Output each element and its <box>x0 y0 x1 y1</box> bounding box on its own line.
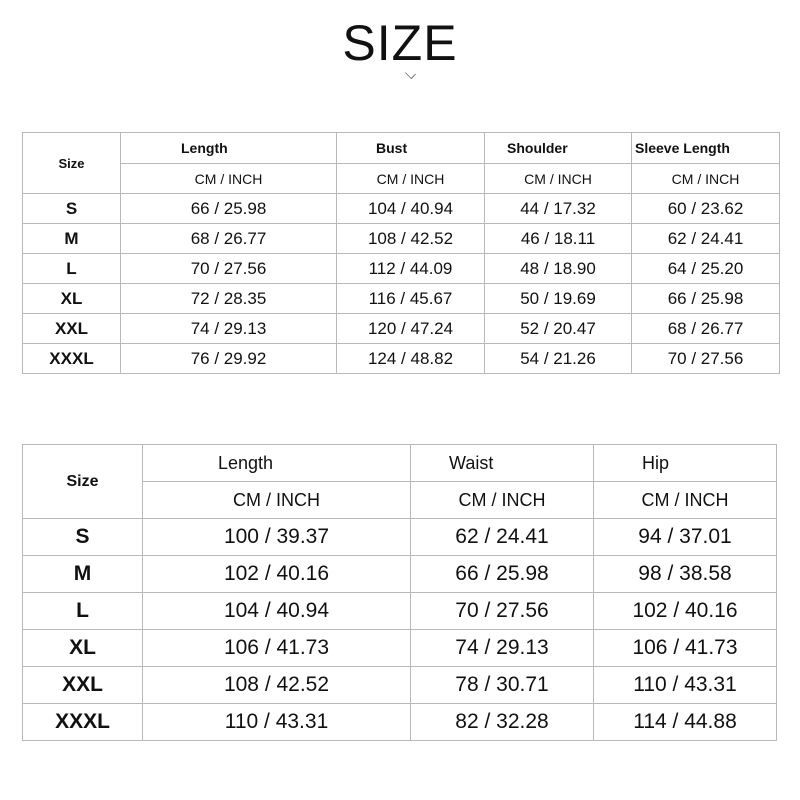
measurement-cell: 104 / 40.94 <box>336 193 485 224</box>
measurement-cell: 60 / 23.62 <box>631 193 780 224</box>
size-cell: L <box>22 592 143 630</box>
measurement-cell: 94 / 37.01 <box>593 518 777 556</box>
unit-label: CM / INCH <box>631 163 780 194</box>
measurement-cell: 106 / 41.73 <box>142 629 411 667</box>
unit-label: CM / INCH <box>410 481 594 519</box>
unit-label: CM / INCH <box>142 481 411 519</box>
table-row: XL 106 / 41.73 74 / 29.13 106 / 41.73 <box>22 629 777 667</box>
measurement-cell: 70 / 27.56 <box>120 253 337 284</box>
measurement-cell: 70 / 27.56 <box>410 592 594 630</box>
measurement-cell: 106 / 41.73 <box>593 629 777 667</box>
unit-label: CM / INCH <box>336 163 485 194</box>
column-header-bust: Bust <box>336 132 485 164</box>
size-cell: L <box>22 253 121 284</box>
measurement-cell: 66 / 25.98 <box>631 283 780 314</box>
measurement-cell: 100 / 39.37 <box>142 518 411 556</box>
measurement-cell: 76 / 29.92 <box>120 343 337 374</box>
measurement-cell: 44 / 17.32 <box>484 193 632 224</box>
measurement-cell: 74 / 29.13 <box>410 629 594 667</box>
unit-row: CM / INCH CM / INCH CM / INCH CM / INCH <box>23 163 780 194</box>
measurement-cell: 64 / 25.20 <box>631 253 780 284</box>
measurement-cell: 114 / 44.88 <box>593 703 777 741</box>
measurement-cell: 48 / 18.90 <box>484 253 632 284</box>
size-cell: XL <box>22 283 121 314</box>
measurement-cell: 110 / 43.31 <box>593 666 777 704</box>
table-row: XXL 108 / 42.52 78 / 30.71 110 / 43.31 <box>22 666 777 704</box>
page-title: SIZE <box>342 15 458 71</box>
size-header: Size <box>22 444 143 519</box>
size-cell: M <box>22 555 143 593</box>
size-cell: M <box>22 223 121 254</box>
measurement-cell: 110 / 43.31 <box>142 703 411 741</box>
column-header-length: Length <box>120 132 337 164</box>
measurement-cell: 50 / 19.69 <box>484 283 632 314</box>
measurement-cell: 78 / 30.71 <box>410 666 594 704</box>
measurement-cell: 54 / 21.26 <box>484 343 632 374</box>
size-cell: S <box>22 518 143 556</box>
unit-label: CM / INCH <box>593 481 777 519</box>
table-row: S 66 / 25.98 104 / 40.94 44 / 17.32 60 / 23.… <box>22 193 780 224</box>
table-row: XXL 74 / 29.13 120 / 47.24 52 / 20.47 68 / 2… <box>22 313 780 344</box>
measurement-cell: 74 / 29.13 <box>120 313 337 344</box>
measurement-cell: 68 / 26.77 <box>120 223 337 254</box>
table-row: XXXL 76 / 29.92 124 / 48.82 54 / 21.26 70 / … <box>22 343 780 374</box>
size-cell: S <box>22 193 121 224</box>
measurement-cell: 66 / 25.98 <box>120 193 337 224</box>
table-row: XL 72 / 28.35 116 / 45.67 50 / 19.69 66 / 25… <box>22 283 780 314</box>
size-cell: XXL <box>22 666 143 704</box>
table-row: XXXL 110 / 43.31 82 / 32.28 114 / 44.88 <box>22 703 777 741</box>
size-cell: XL <box>22 629 143 667</box>
bottom-size-table: Size Length Waist Hip CM / INCH CM / INC… <box>22 444 777 741</box>
measurement-cell: 98 / 38.58 <box>593 555 777 593</box>
measurement-cell: 82 / 32.28 <box>410 703 594 741</box>
measurement-cell: 108 / 42.52 <box>336 223 485 254</box>
measurement-cell: 52 / 20.47 <box>484 313 632 344</box>
measurement-cell: 62 / 24.41 <box>631 223 780 254</box>
header-row: Size Length Bust Shoulder Sleeve Length <box>22 132 780 194</box>
measurement-cell: 70 / 27.56 <box>631 343 780 374</box>
column-header-sleeve-length: Sleeve Length <box>631 132 780 164</box>
top-size-table: Size Length Bust Shoulder Sleeve Length … <box>22 132 780 374</box>
column-header-waist: Waist <box>410 444 594 482</box>
unit-label: CM / INCH <box>484 163 632 194</box>
column-header-length: Length <box>142 444 411 482</box>
table-row: M 68 / 26.77 108 / 42.52 46 / 18.11 62 / 24.… <box>22 223 780 254</box>
table-row: M 102 / 40.16 66 / 25.98 98 / 38.58 <box>22 555 777 593</box>
measurement-cell: 46 / 18.11 <box>484 223 632 254</box>
measurement-cell: 102 / 40.16 <box>142 555 411 593</box>
unit-row: CM / INCH CM / INCH CM / INCH <box>23 481 777 519</box>
measurement-cell: 104 / 40.94 <box>142 592 411 630</box>
header-row: Size Length Waist Hip <box>22 444 777 519</box>
measurement-cell: 72 / 28.35 <box>120 283 337 314</box>
table-row: L 70 / 27.56 112 / 44.09 48 / 18.90 64 / 25.… <box>22 253 780 284</box>
table-row: L 104 / 40.94 70 / 27.56 102 / 40.16 <box>22 592 777 630</box>
column-header-hip: Hip <box>593 444 777 482</box>
size-cell: XXXL <box>22 343 121 374</box>
column-header-shoulder: Shoulder <box>484 132 632 164</box>
measurement-cell: 120 / 47.24 <box>336 313 485 344</box>
measurement-cell: 108 / 42.52 <box>142 666 411 704</box>
measurement-cell: 68 / 26.77 <box>631 313 780 344</box>
table-row: S 100 / 39.37 62 / 24.41 94 / 37.01 <box>22 518 777 556</box>
measurement-cell: 116 / 45.67 <box>336 283 485 314</box>
size-cell: XXXL <box>22 703 143 741</box>
unit-label: CM / INCH <box>120 163 337 194</box>
size-cell: XXL <box>22 313 121 344</box>
measurement-cell: 102 / 40.16 <box>593 592 777 630</box>
measurement-cell: 62 / 24.41 <box>410 518 594 556</box>
measurement-cell: 66 / 25.98 <box>410 555 594 593</box>
measurement-cell: 124 / 48.82 <box>336 343 485 374</box>
measurement-cell: 112 / 44.09 <box>336 253 485 284</box>
size-header: Size <box>22 132 121 194</box>
